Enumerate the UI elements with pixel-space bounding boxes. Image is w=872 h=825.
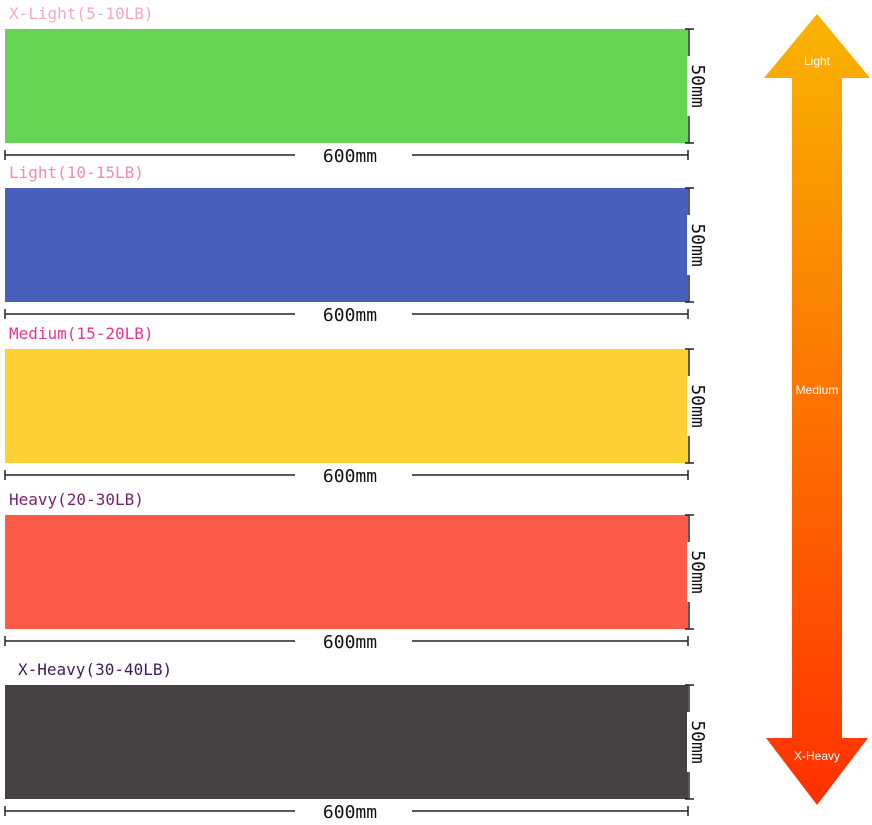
band bbox=[5, 515, 688, 629]
width-label: 50mm bbox=[687, 223, 708, 266]
band-label: Heavy(20-30LB) bbox=[9, 490, 144, 509]
width-label-bg bbox=[687, 215, 709, 275]
length-label: 600mm bbox=[323, 802, 377, 823]
weight-arrow bbox=[764, 14, 870, 805]
width-label: 50mm bbox=[687, 550, 708, 593]
arrow-middle-label: Medium bbox=[796, 383, 839, 397]
width-label-bg bbox=[687, 56, 709, 116]
width-label-bg bbox=[687, 376, 709, 436]
length-label: 600mm bbox=[323, 146, 377, 167]
band-label: Medium(15-20LB) bbox=[9, 324, 154, 343]
band-label: X-Light(5-10LB) bbox=[9, 4, 154, 23]
band-label: X-Heavy(30-40LB) bbox=[18, 660, 172, 679]
arrow-bottom-label: X-Heavy bbox=[794, 749, 840, 763]
arrow-top-label: Light bbox=[804, 54, 831, 68]
length-label: 600mm bbox=[323, 466, 377, 487]
band bbox=[5, 188, 688, 302]
band-label: Light(10-15LB) bbox=[9, 163, 144, 182]
length-label: 600mm bbox=[323, 632, 377, 653]
width-label-bg bbox=[687, 712, 709, 772]
band bbox=[5, 685, 688, 799]
length-label: 600mm bbox=[323, 305, 377, 326]
band bbox=[5, 349, 688, 463]
width-label-bg bbox=[687, 542, 709, 602]
band bbox=[5, 29, 688, 143]
width-label: 50mm bbox=[687, 64, 708, 107]
width-label: 50mm bbox=[687, 384, 708, 427]
width-label: 50mm bbox=[687, 720, 708, 763]
